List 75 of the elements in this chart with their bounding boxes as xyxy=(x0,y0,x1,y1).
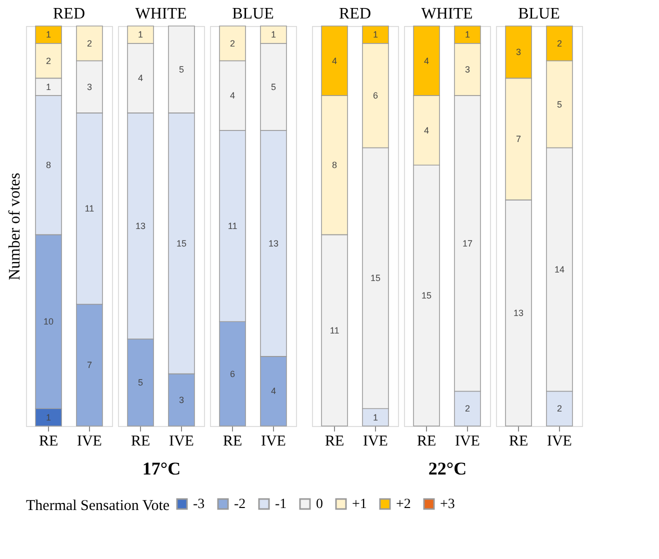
chart-title: BLUE xyxy=(232,6,274,23)
data-label: 1 xyxy=(372,30,378,40)
x-tick-label: IVE xyxy=(168,434,194,450)
data-label: 15 xyxy=(176,238,186,248)
data-label: 1 xyxy=(464,30,470,40)
x-tick-label: IVE xyxy=(546,434,572,450)
legend-label: -2 xyxy=(234,497,246,512)
x-tick-label: RE xyxy=(508,434,528,450)
data-label: 15 xyxy=(422,290,432,301)
chart-title: WHITE xyxy=(135,6,187,23)
x-tick-label: RE xyxy=(130,434,150,450)
data-label: 1 xyxy=(46,82,52,92)
data-label: 13 xyxy=(136,221,146,231)
data-label: 3 xyxy=(516,47,522,58)
data-label: 13 xyxy=(268,238,278,248)
data-label: 15 xyxy=(370,273,380,284)
data-label: 1 xyxy=(372,412,378,422)
data-label: 3 xyxy=(178,394,184,405)
chart-title: RED xyxy=(339,6,371,23)
y-axis-title: Number of votes xyxy=(6,172,24,280)
data-label: 7 xyxy=(86,360,92,370)
data-label: 7 xyxy=(516,134,522,144)
data-label: 1 xyxy=(270,30,276,40)
legend-label: +3 xyxy=(440,497,455,512)
data-label: 1 xyxy=(138,30,144,40)
data-label: 4 xyxy=(230,90,236,101)
data-label: 2 xyxy=(46,56,52,66)
x-axis-title: 22°C xyxy=(428,458,467,478)
x-tick-label: RE xyxy=(38,434,58,450)
x-axis-title: 17°C xyxy=(142,458,181,478)
data-label: 10 xyxy=(44,316,54,327)
legend-label: -1 xyxy=(275,497,287,512)
data-label: 8 xyxy=(332,160,338,170)
data-label: 8 xyxy=(46,160,52,170)
data-label: 4 xyxy=(424,125,430,136)
data-label: 2 xyxy=(464,404,470,414)
data-label: 1 xyxy=(46,412,52,422)
data-label: 2 xyxy=(86,38,92,48)
chart-title: WHITE xyxy=(421,6,473,23)
x-tick-label: IVE xyxy=(260,434,286,450)
x-tick-label: IVE xyxy=(362,434,388,450)
data-label: 2 xyxy=(556,38,562,48)
data-label: 5 xyxy=(138,378,144,388)
chart-title: BLUE xyxy=(518,6,560,23)
data-label: 1 xyxy=(46,30,52,40)
data-label: 11 xyxy=(330,325,340,336)
x-tick-label: RE xyxy=(324,434,344,450)
legend-label: 0 xyxy=(316,497,323,512)
data-label: 4 xyxy=(138,73,144,84)
legend-title: Thermal Sensation Vote xyxy=(26,498,170,514)
data-label: 5 xyxy=(178,64,184,74)
data-label: 4 xyxy=(270,386,276,396)
data-label: 3 xyxy=(464,64,470,74)
data-label: 13 xyxy=(514,308,524,318)
x-tick-label: IVE xyxy=(76,434,102,450)
legend-label: +2 xyxy=(396,497,411,512)
data-label: 4 xyxy=(424,56,430,66)
data-label: 17 xyxy=(462,238,472,248)
x-tick-label: RE xyxy=(222,434,242,450)
data-label: 3 xyxy=(86,82,92,92)
chart-title: RED xyxy=(53,6,85,23)
legend-label: +1 xyxy=(352,497,367,512)
data-label: 2 xyxy=(230,38,236,48)
data-label: 11 xyxy=(228,221,238,231)
data-label: 11 xyxy=(84,204,94,214)
data-label: 4 xyxy=(332,56,338,66)
data-label: 14 xyxy=(554,264,564,274)
x-tick-label: IVE xyxy=(454,434,480,450)
data-label: 5 xyxy=(556,99,562,110)
legend-label: -3 xyxy=(193,497,205,512)
data-label: 2 xyxy=(556,404,562,414)
data-label: 6 xyxy=(372,90,378,101)
x-tick-label: RE xyxy=(416,434,436,450)
data-label: 6 xyxy=(230,368,236,379)
data-label: 5 xyxy=(270,82,276,92)
